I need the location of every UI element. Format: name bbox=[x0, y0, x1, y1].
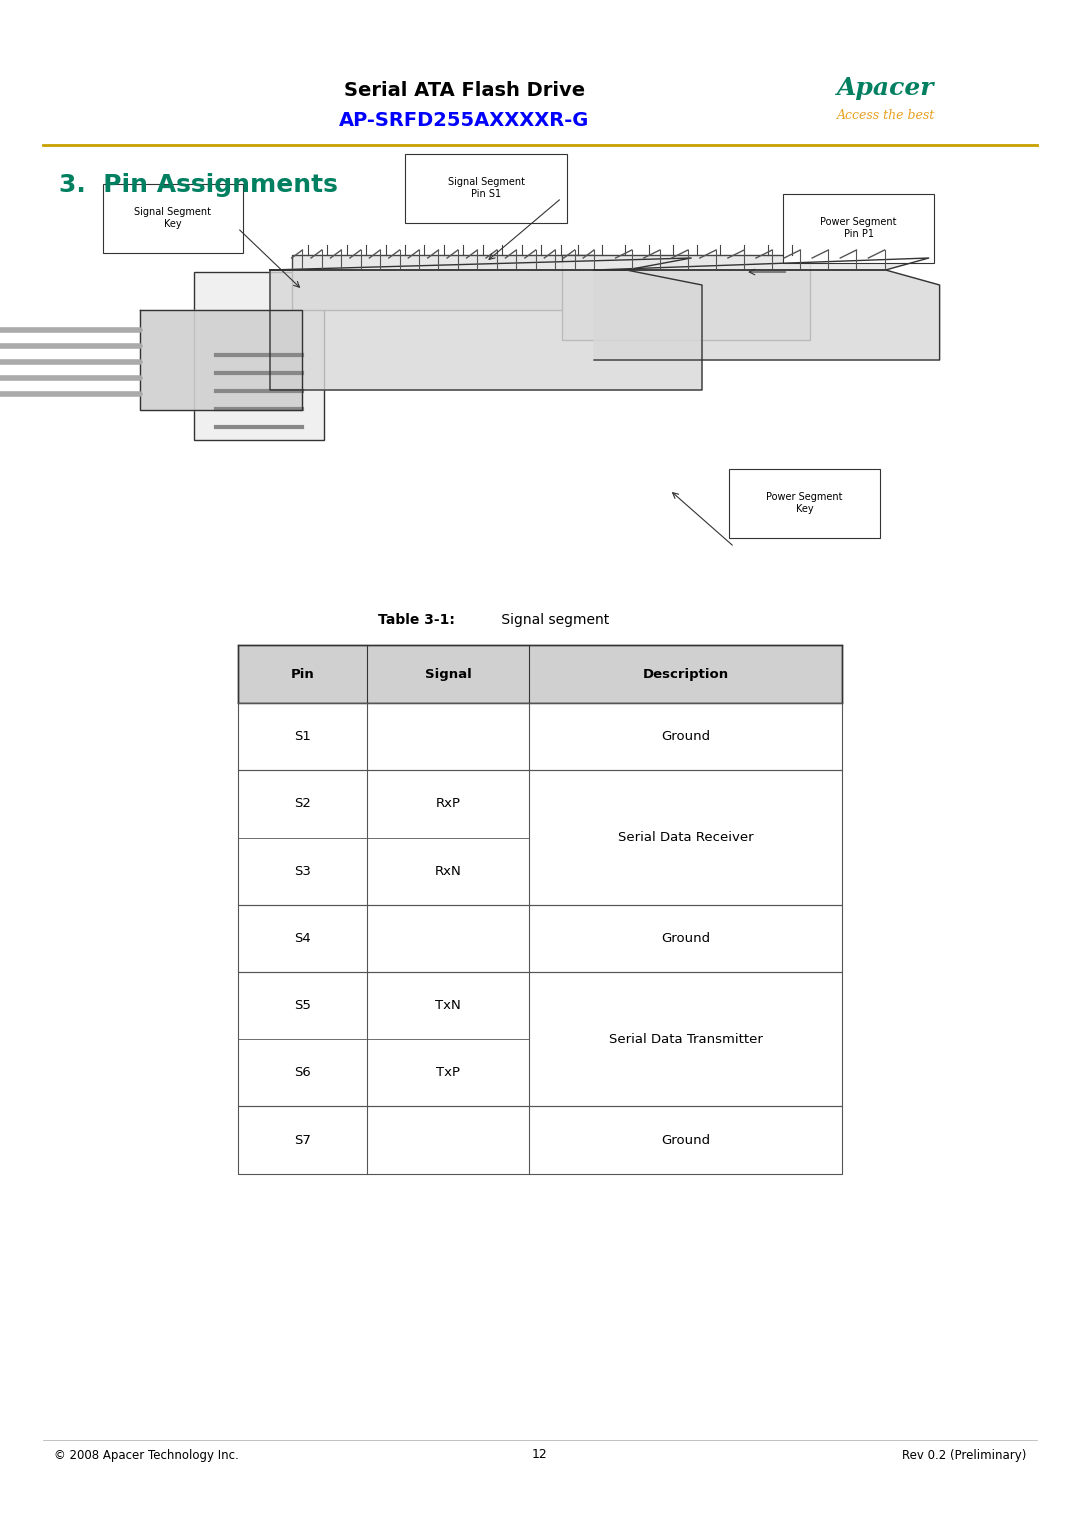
Polygon shape bbox=[140, 310, 302, 410]
Text: Ground: Ground bbox=[661, 1134, 711, 1146]
FancyBboxPatch shape bbox=[238, 703, 842, 770]
Text: S1: S1 bbox=[294, 730, 311, 743]
Text: Pin: Pin bbox=[291, 668, 314, 680]
Text: RxN: RxN bbox=[435, 865, 461, 877]
Text: Power Segment
Pin P1: Power Segment Pin P1 bbox=[821, 217, 896, 238]
Text: Table 3-1:: Table 3-1: bbox=[378, 613, 455, 626]
Text: Rev 0.2 (Preliminary): Rev 0.2 (Preliminary) bbox=[902, 1449, 1026, 1461]
Text: Serial Data Transmitter: Serial Data Transmitter bbox=[609, 1033, 762, 1045]
Polygon shape bbox=[594, 270, 940, 361]
Polygon shape bbox=[270, 270, 702, 390]
Text: Apacer: Apacer bbox=[837, 76, 934, 99]
Text: RxP: RxP bbox=[435, 798, 461, 810]
Text: Power Segment
Key: Power Segment Key bbox=[767, 492, 842, 513]
Text: Signal Segment
Pin S1: Signal Segment Pin S1 bbox=[447, 177, 525, 199]
Text: Serial Data Receiver: Serial Data Receiver bbox=[618, 831, 754, 843]
FancyBboxPatch shape bbox=[238, 645, 842, 703]
Text: S3: S3 bbox=[294, 865, 311, 877]
Polygon shape bbox=[594, 258, 929, 270]
Text: S2: S2 bbox=[294, 798, 311, 810]
Text: Serial ATA Flash Drive: Serial ATA Flash Drive bbox=[343, 81, 585, 99]
Text: 3.  Pin Assignments: 3. Pin Assignments bbox=[59, 173, 338, 197]
FancyBboxPatch shape bbox=[405, 154, 567, 223]
Text: S7: S7 bbox=[294, 1134, 311, 1146]
FancyBboxPatch shape bbox=[783, 194, 934, 263]
Text: Description: Description bbox=[643, 668, 729, 680]
Text: Ground: Ground bbox=[661, 730, 711, 743]
FancyBboxPatch shape bbox=[729, 469, 880, 538]
Text: AP-SRFD255AXXXXR-G: AP-SRFD255AXXXXR-G bbox=[339, 110, 590, 130]
Text: S4: S4 bbox=[294, 932, 311, 944]
Text: Signal segment: Signal segment bbox=[497, 613, 609, 626]
Text: Ground: Ground bbox=[661, 932, 711, 944]
FancyBboxPatch shape bbox=[238, 905, 842, 972]
Text: Access the best: Access the best bbox=[837, 108, 934, 122]
Text: TxP: TxP bbox=[436, 1067, 460, 1079]
FancyBboxPatch shape bbox=[238, 1106, 842, 1174]
FancyBboxPatch shape bbox=[238, 972, 842, 1106]
Text: S5: S5 bbox=[294, 999, 311, 1012]
Polygon shape bbox=[292, 255, 594, 310]
Polygon shape bbox=[270, 258, 691, 270]
FancyBboxPatch shape bbox=[238, 770, 842, 905]
Text: © 2008 Apacer Technology Inc.: © 2008 Apacer Technology Inc. bbox=[54, 1449, 239, 1461]
Text: Signal: Signal bbox=[424, 668, 472, 680]
Polygon shape bbox=[562, 255, 810, 341]
Text: TxN: TxN bbox=[435, 999, 461, 1012]
Text: 12: 12 bbox=[532, 1449, 548, 1461]
Text: S6: S6 bbox=[294, 1067, 311, 1079]
FancyBboxPatch shape bbox=[194, 272, 324, 440]
Text: Signal Segment
Key: Signal Segment Key bbox=[134, 208, 212, 229]
FancyBboxPatch shape bbox=[103, 183, 243, 252]
